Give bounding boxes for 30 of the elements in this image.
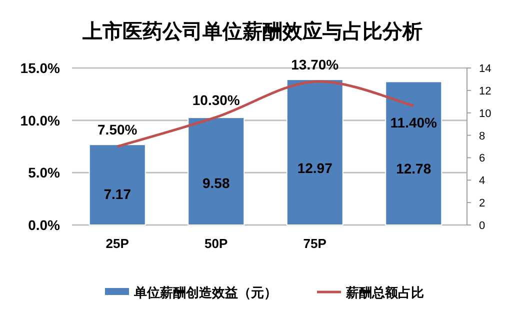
- y2-tick-label: 14: [479, 63, 492, 75]
- y2-tick-label: 4: [479, 175, 486, 188]
- x-tick-label: 75P: [303, 236, 327, 251]
- data-label: 11.40%: [390, 114, 438, 131]
- data-label: 12.78: [396, 160, 432, 177]
- legend-label: 薪酬总额占比: [345, 285, 424, 300]
- x-tick-label: 25P: [106, 236, 130, 251]
- data-label: 13.70%: [291, 56, 340, 73]
- y-tick-label: 15.0%: [20, 60, 61, 76]
- legend-label: 单位薪酬创造效益（元）: [133, 285, 277, 300]
- y2-tick-label: 10: [479, 108, 492, 120]
- data-label: 9.58: [202, 175, 230, 192]
- y2-tick-label: 2: [479, 198, 486, 210]
- y2-tick-label: 8: [479, 130, 486, 142]
- y-tick-label: 5.0%: [28, 164, 61, 181]
- data-label: 12.97: [297, 160, 333, 176]
- data-label: 10.30%: [192, 92, 240, 108]
- y2-tick-label: 6: [479, 152, 486, 165]
- y2-tick-label: 12: [479, 85, 492, 98]
- y-tick-label: 0.0%: [28, 217, 61, 233]
- bar: [286, 79, 344, 226]
- y2-tick-label: 0: [479, 220, 486, 232]
- x-tick-label: 50P: [204, 236, 228, 251]
- bar: [88, 144, 146, 226]
- bar: [188, 117, 245, 226]
- y-tick-label: 10.0%: [20, 112, 61, 128]
- data-label: 7.50%: [98, 122, 138, 138]
- bar: [385, 81, 442, 226]
- data-label: 7.17: [104, 186, 132, 202]
- chart-title: 上市医药公司单位薪酬效应与占比分析: [82, 20, 422, 43]
